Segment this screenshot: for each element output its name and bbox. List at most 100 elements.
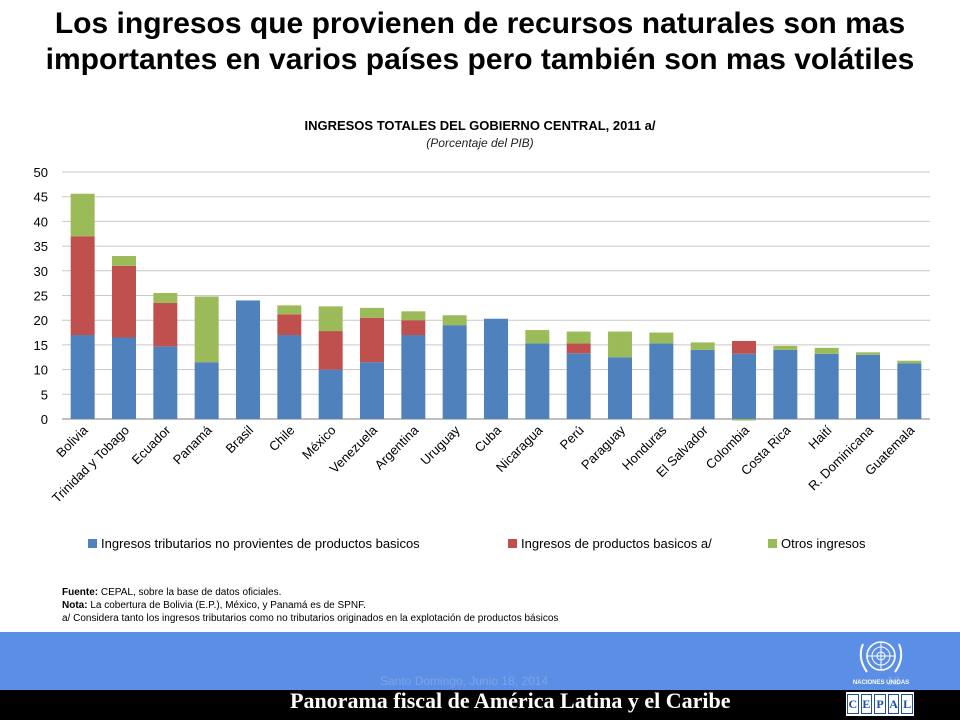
x-tick-label: Chile [266, 423, 298, 455]
bar-segment [442, 315, 467, 326]
bar-segment [70, 236, 95, 336]
x-tick-label: Argentina [371, 422, 422, 473]
footer-bar [0, 690, 960, 720]
bar-segment [194, 296, 219, 363]
source-text: CEPAL, sobre la base de datos oficiales. [98, 587, 282, 598]
cepal-letter: A [887, 694, 900, 714]
bar-segment [566, 331, 591, 344]
bar-segment [773, 345, 798, 350]
bar-segment [897, 360, 922, 364]
y-tick-label: 45 [34, 190, 48, 205]
bar-segment [360, 362, 384, 419]
bar-segment [401, 335, 426, 419]
y-tick-label: 40 [34, 214, 48, 229]
x-tick-label: Bolivia [53, 422, 91, 460]
legend-label: Otros ingresos [781, 536, 866, 551]
bar-segment [566, 353, 591, 419]
cepal-letter: C [847, 694, 859, 714]
bar-segment [690, 349, 715, 419]
bar-segment [566, 343, 591, 354]
bar-segment [732, 419, 756, 421]
legend-label: Ingresos tributarios no provientes de pr… [101, 536, 420, 551]
chart-subtitle: (Porcentaje del PIB) [426, 136, 534, 150]
bar-segment [318, 369, 343, 419]
footer-place-date: Santo Domingo, Junio 18, 2014 [380, 674, 549, 688]
un-emblem-icon [859, 641, 903, 673]
bar-segment [112, 337, 136, 419]
x-tick-label: Cuba [472, 422, 505, 455]
chart-notes: Fuente: CEPAL, sobre la base de datos of… [62, 586, 558, 625]
y-tick-label: 50 [34, 165, 48, 180]
bar-segment [856, 354, 880, 419]
bar-segment [277, 335, 302, 419]
bar-segment [608, 357, 632, 419]
y-tick-label: 20 [34, 313, 48, 328]
source-label: Fuente: [62, 587, 99, 598]
chart-title: INGRESOS TOTALES DEL GOBIERNO CENTRAL, 2… [304, 118, 656, 133]
bar-segment [236, 300, 260, 419]
bar-segment [401, 311, 426, 321]
bar-segment [318, 331, 343, 370]
bar-segment [277, 314, 302, 336]
x-tick-label: Perú [557, 423, 587, 453]
bar-segment [70, 193, 95, 237]
bar-segment [277, 305, 302, 315]
footer-page-number: 12 [887, 674, 901, 688]
x-tick-label: Uruguay [417, 422, 463, 468]
bar-segment [732, 353, 756, 419]
bar-segment [814, 353, 839, 419]
y-tick-label: 0 [41, 412, 48, 427]
legend-swatch [88, 539, 97, 548]
footer-title: Panorama fiscal de América Latina y el C… [290, 688, 731, 713]
x-tick-label: Haití [805, 422, 835, 452]
cepal-logo: C E P A L [846, 692, 914, 716]
y-tick-label: 35 [34, 239, 48, 254]
legend-swatch [508, 539, 517, 548]
cepal-letter: E [860, 694, 873, 714]
cepal-letter: P [874, 694, 886, 714]
legend-label: Ingresos de productos basicos a/ [521, 536, 712, 551]
note-label: Nota: [62, 600, 88, 611]
bar-segment [401, 320, 426, 336]
bar-segment [856, 352, 880, 355]
coverage-note: Nota: La cobertura de Bolivia (E.P.), Mé… [62, 599, 558, 612]
bar-segment [773, 349, 798, 419]
bar-segment [360, 317, 384, 363]
footnote: a/ Considera tanto los ingresos tributar… [62, 613, 559, 624]
bar-segment [525, 343, 550, 419]
bar-segment [194, 362, 219, 419]
bar-segment [484, 318, 508, 419]
x-tick-label: Ecuador [129, 422, 174, 467]
y-tick-label: 5 [41, 387, 48, 402]
bar-segment [112, 255, 136, 266]
slide-title: Los ingresos que provienen de recursos n… [45, 7, 915, 76]
footer-band [0, 632, 960, 690]
x-tick-label: Brasil [223, 422, 257, 456]
bar-segment [360, 307, 384, 318]
bar-segment [112, 265, 136, 338]
x-tick-label: México [299, 423, 339, 463]
bar-segment [153, 302, 178, 347]
bar-segment [70, 335, 95, 419]
bar-segment [814, 347, 839, 354]
bar-segment [525, 330, 550, 344]
bar-segment [690, 342, 715, 350]
bar-segment [732, 340, 756, 354]
legend-swatch [768, 539, 777, 548]
x-tick-label: Trinidad y Tobago [49, 423, 132, 506]
y-tick-label: 15 [34, 338, 48, 353]
un-label: NACIONES UNIDAS [852, 680, 910, 686]
y-tick-label: 10 [34, 363, 48, 378]
bar-segment [649, 332, 674, 344]
bar-segment [442, 325, 467, 419]
note-text: La cobertura de Bolivia (E.P.), México, … [87, 600, 366, 611]
x-tick-label: Panamá [170, 422, 215, 467]
source-note: Fuente: CEPAL, sobre la base de datos of… [62, 586, 558, 599]
bar-segment [153, 346, 178, 419]
bar-segment [608, 331, 632, 358]
bar-segment [318, 306, 343, 332]
bar-segment [897, 363, 922, 419]
bar-segment [649, 343, 674, 419]
y-tick-label: 25 [34, 289, 48, 304]
